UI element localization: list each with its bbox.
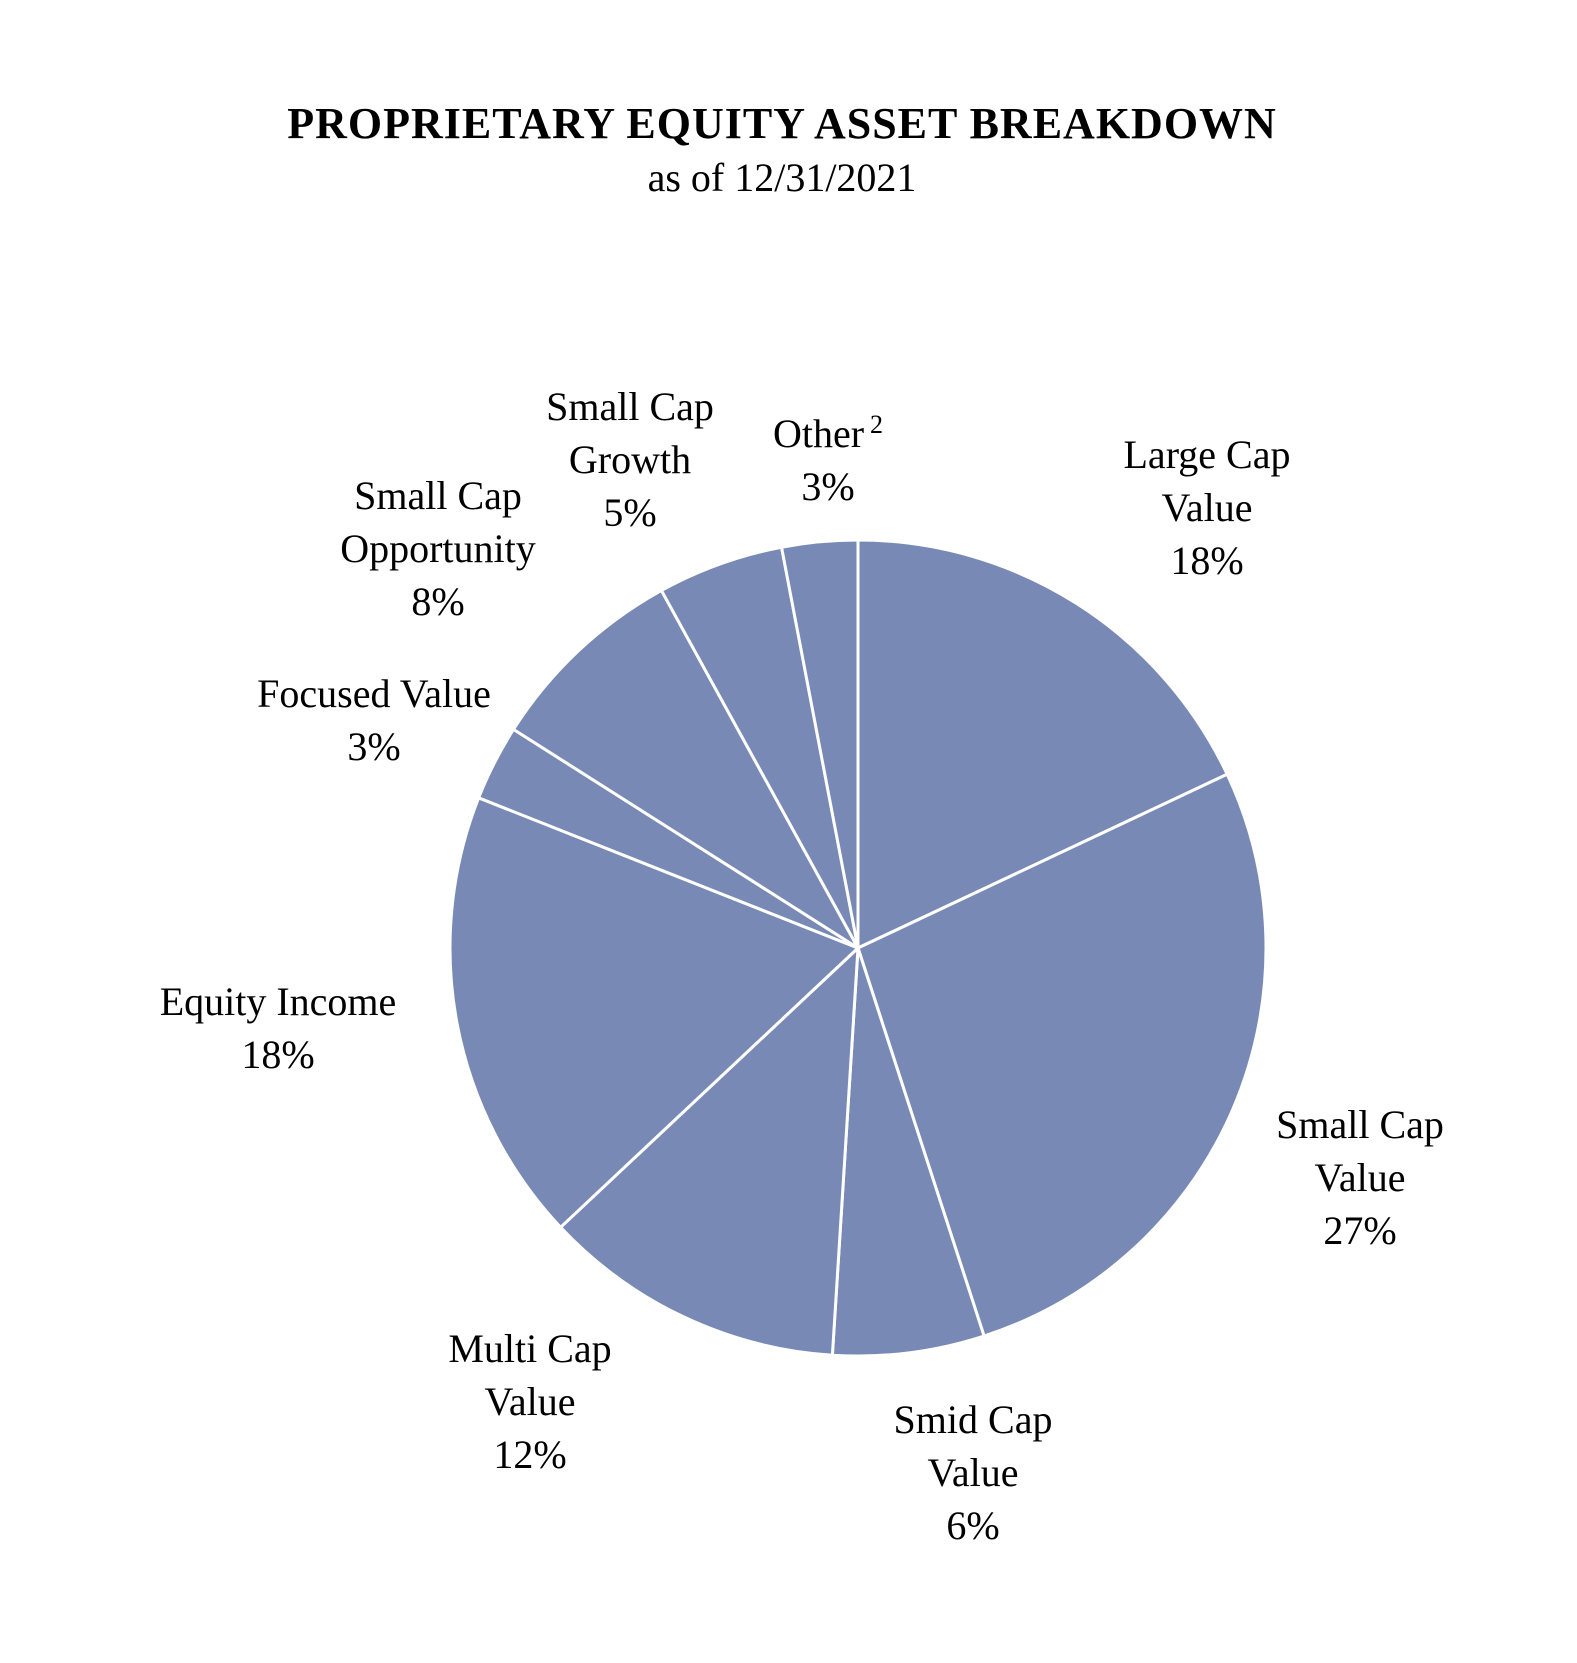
slice-value-label: 3% xyxy=(801,464,854,509)
slice-value-label: 18% xyxy=(241,1032,314,1077)
slice-value-label: 18% xyxy=(1170,538,1243,583)
slice-label-small-cap-growth: Small Cap Growth 5% xyxy=(546,384,714,535)
slice-value-label: 27% xyxy=(1323,1208,1396,1253)
slice-label-large-cap-value: Large Cap Value 18% xyxy=(1124,432,1291,583)
slice-label-other: Other 2 3% xyxy=(773,410,883,509)
slice-value-label: 12% xyxy=(493,1432,566,1477)
slice-label-small-cap-opportunity: Small Cap Opportunity 8% xyxy=(340,473,536,624)
slice-label-small-cap-value: Small Cap Value 27% xyxy=(1276,1102,1444,1253)
slice-label-multi-cap-value: Multi Cap Value 12% xyxy=(448,1326,611,1477)
slice-label-smid-cap-value: Smid Cap Value 6% xyxy=(894,1397,1053,1548)
pie-slice-multi-cap-value xyxy=(559,946,860,1357)
pie-slice-small-cap-value xyxy=(856,772,1268,1338)
slice-value-label: 6% xyxy=(946,1503,999,1548)
slice-value-label: 5% xyxy=(603,490,656,535)
slice-labels: Large Cap Value 18% Small Cap Value 27% Smid C… xyxy=(160,384,1444,1548)
pie-slices xyxy=(448,538,1268,1358)
pie-slice-small-cap-opportunity xyxy=(512,588,860,950)
chart-subtitle: as of 12/31/2021 xyxy=(648,155,917,200)
slice-value-label: 8% xyxy=(411,579,464,624)
pie-slice-other xyxy=(780,538,860,950)
slice-label-equity-income: Equity Income 18% xyxy=(160,979,397,1077)
pie-slice-smid-cap-value xyxy=(830,946,986,1358)
slice-label-focused-value: Focused Value 3% xyxy=(257,671,491,769)
pie-slice-equity-income xyxy=(448,796,860,1229)
slice-value-label: 3% xyxy=(347,724,400,769)
chart-title: PROPRIETARY EQUITY ASSET BREAKDOWN xyxy=(287,99,1277,148)
pie-slice-large-cap-value xyxy=(856,538,1229,950)
